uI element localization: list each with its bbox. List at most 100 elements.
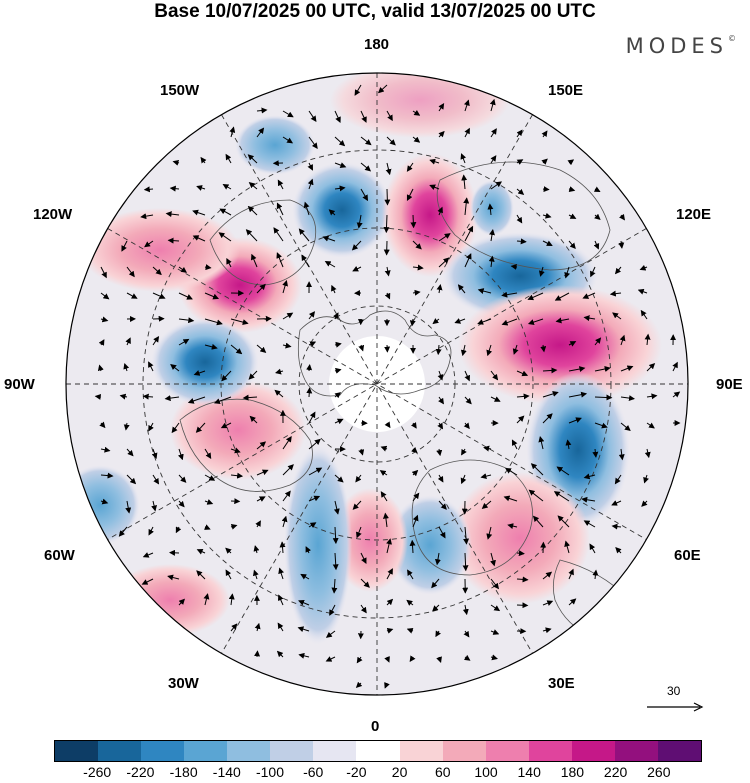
wind-vector <box>167 237 180 244</box>
wind-vector <box>637 288 648 295</box>
wind-vector <box>333 500 340 515</box>
wind-vector <box>360 188 369 202</box>
wind-vector <box>325 656 336 662</box>
wind-vector <box>126 474 137 485</box>
colorbar-swatch <box>442 741 486 761</box>
anomaly-center <box>110 564 230 636</box>
map-boundary <box>65 72 689 696</box>
wind-vector <box>503 495 518 502</box>
wind-vector <box>220 422 232 429</box>
wind-vector <box>593 240 600 250</box>
colorbar-tick-label: 20 <box>391 764 408 780</box>
wind-vector <box>282 464 294 476</box>
wind-vector <box>542 186 550 193</box>
wind-vector <box>406 627 414 634</box>
wind-vector <box>594 213 601 220</box>
wind-vector <box>355 681 363 688</box>
wind-vector <box>305 546 311 554</box>
colorbar-swatch <box>313 741 357 761</box>
colorbar-swatch <box>141 741 185 761</box>
wind-vector <box>276 252 284 268</box>
wind-vector <box>172 159 180 166</box>
wind-vector <box>429 158 440 165</box>
wind-vector <box>457 284 466 294</box>
wind-vector <box>594 337 602 346</box>
wind-vector <box>100 266 107 279</box>
colorbar-swatch <box>98 741 142 761</box>
wind-vector <box>334 392 342 399</box>
wind-vector <box>463 654 471 661</box>
wind-vector <box>298 652 310 659</box>
wind-vector <box>225 547 232 554</box>
wind-vector <box>177 448 184 461</box>
wind-vector <box>463 630 470 638</box>
wind-vector <box>253 545 260 554</box>
anomaly-center <box>235 115 315 175</box>
wind-vector <box>301 254 310 268</box>
wind-vector <box>412 492 420 502</box>
wind-vector <box>298 228 310 242</box>
wind-vector <box>583 315 596 322</box>
wind-vector <box>611 523 622 530</box>
wind-vector <box>436 448 443 457</box>
wind-vector <box>410 422 417 429</box>
colorbar-tick-label: 100 <box>474 764 498 780</box>
wind-vector <box>463 526 470 545</box>
colorbar-tick-label: -180 <box>169 764 198 780</box>
wind-vector <box>204 448 212 460</box>
wind-vector <box>300 573 310 580</box>
wind-vector <box>273 227 284 242</box>
wind-vector <box>438 257 450 268</box>
lon-label-120e: 120E <box>676 206 712 223</box>
wind-vector <box>593 186 601 192</box>
wind-vector <box>384 266 391 277</box>
wind-vector <box>100 446 111 453</box>
wind-vector <box>618 448 625 461</box>
wind-vector <box>412 514 419 528</box>
wind-vector <box>490 181 503 190</box>
anomaly-center <box>80 208 240 292</box>
wind-vector <box>250 253 258 268</box>
wind-vector <box>464 225 474 242</box>
wind-vector <box>307 162 313 171</box>
wind-vector <box>126 292 138 299</box>
wind-vector <box>144 240 154 248</box>
wind-vector <box>437 370 444 381</box>
wind-vector <box>486 526 493 540</box>
wind-vector <box>178 474 187 483</box>
colorbar-swatch <box>614 741 658 761</box>
wind-vector <box>437 474 444 483</box>
wind-vector <box>254 650 261 658</box>
wind-vector <box>306 387 313 398</box>
wind-vector <box>564 540 571 554</box>
wind-vector <box>196 570 206 580</box>
wind-vector <box>542 212 552 219</box>
wind-vector <box>516 393 530 400</box>
wind-vector <box>178 500 185 508</box>
wind-vector <box>516 415 525 424</box>
wind-vector <box>412 289 421 296</box>
lon-label-30w: 30W <box>168 675 199 692</box>
colorbar-tick-label: -140 <box>212 764 241 780</box>
wind-vector <box>386 136 396 146</box>
wind-vector <box>556 466 570 476</box>
colorbar-swatch <box>184 741 228 761</box>
wind-vector <box>672 361 678 372</box>
wind-vector <box>464 396 472 405</box>
wind-vector <box>384 656 390 663</box>
wind-vector <box>356 214 363 229</box>
wind-vector <box>542 367 558 374</box>
wind-vector <box>151 448 158 460</box>
wind-vector <box>178 317 195 324</box>
wind-vector <box>432 318 440 325</box>
wind-vector <box>352 500 362 510</box>
wind-vector <box>516 188 525 196</box>
wind-vector <box>213 396 232 404</box>
wind-vector <box>178 292 193 300</box>
colorbar-swatch <box>399 741 443 761</box>
wind-vector <box>594 422 608 429</box>
wind-vector <box>354 84 362 96</box>
wind-vector <box>282 110 294 118</box>
wind-vector <box>100 316 109 323</box>
wind-vector <box>334 162 347 168</box>
